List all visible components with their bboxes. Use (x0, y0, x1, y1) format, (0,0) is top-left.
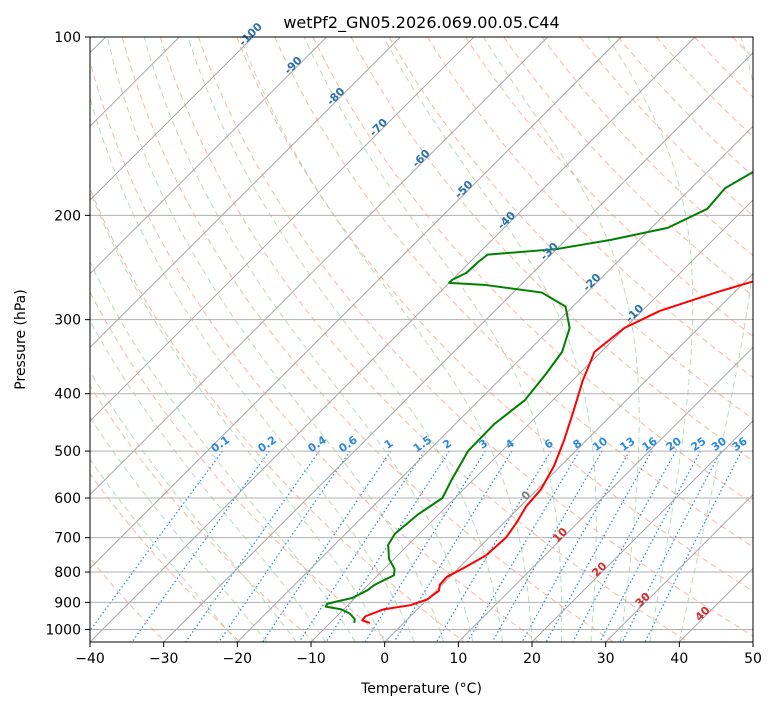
dry-adiabat-line (198, 37, 753, 637)
isotherm-line (605, 493, 753, 642)
axes-frame (89, 36, 754, 643)
moist-adiabat-line (239, 37, 533, 642)
isotherm-line (310, 199, 753, 642)
isotherm-line (384, 272, 753, 642)
x-tick-label: −30 (149, 651, 179, 667)
dry-adiabat-line (312, 37, 753, 505)
dry-adiabat-line (426, 37, 753, 378)
isotherm-line (457, 346, 753, 642)
mixing-ratio-line (185, 450, 320, 642)
dry-adiabat-line (121, 37, 614, 642)
moist-adiabat-line (482, 37, 640, 642)
moist-adiabat-line (90, 319, 327, 642)
y-tick-label: 500 (54, 444, 81, 460)
mixing-ratio-line (599, 450, 702, 642)
profile-lines (324, 170, 753, 624)
x-tick-label: 30 (597, 651, 615, 667)
x-axis-label: Temperature (°C) (360, 681, 482, 697)
isotherm-line (163, 51, 753, 642)
dry-adiabat-line (90, 186, 465, 642)
moist-adiabat-line (90, 370, 297, 642)
x-tick-label: 10 (449, 651, 467, 667)
x-tick-label: 0 (380, 651, 389, 667)
moist-adiabat-line (303, 37, 563, 642)
x-tick-label: 50 (744, 651, 762, 667)
background-lines (90, 37, 775, 642)
x-tick-label: −20 (223, 651, 253, 667)
y-tick-label: 300 (54, 313, 81, 329)
y-tick-label: 600 (54, 491, 81, 507)
dry-adiabat-line (90, 291, 390, 642)
dry-adiabat-line (236, 37, 753, 592)
y-tick-label: 1000 (45, 622, 81, 638)
isotherm-line (90, 37, 696, 642)
moist-adiabat-line (90, 458, 238, 642)
axis-ticks: −40 −30 −20 −10 0 10 20 30 40 50 100 200 300 400 500 60… (45, 30, 762, 667)
isotherm-line (90, 37, 401, 349)
dry-adiabat-line (350, 37, 753, 462)
isotherm-line (90, 37, 254, 201)
dry-adiabat-line (159, 37, 689, 642)
x-tick-label: −40 (75, 651, 105, 667)
isotherm-line (752, 641, 753, 642)
mixing-ratio-line (90, 450, 223, 632)
y-tick-label: 900 (54, 595, 81, 611)
moist-adiabat-line (143, 37, 474, 642)
temperature-line (361, 280, 753, 624)
mixing-ratio-line (521, 450, 631, 642)
isotherm-line (90, 37, 622, 570)
x-tick-label: −10 (296, 651, 326, 667)
y-tick-label: 200 (54, 208, 81, 224)
dry-adiabat-line (579, 37, 753, 217)
plot-area (90, 37, 753, 642)
dry-adiabat-line (388, 37, 753, 420)
chart-title: wetPf2_GN05.2026.069.00.05.C44 (283, 13, 559, 33)
x-tick-label: 40 (670, 651, 688, 667)
mixing-ratio-line (621, 450, 722, 642)
mixing-ratio-line (298, 450, 425, 642)
moist-adiabat-line (187, 37, 504, 642)
moist-adiabat-line (383, 37, 597, 642)
moist-adiabat-line (678, 37, 753, 642)
y-tick-label: 100 (54, 30, 81, 46)
x-tick-label: 20 (523, 651, 541, 667)
moist-adiabat-line (90, 189, 386, 642)
isotherm-line (90, 37, 328, 275)
moist-adiabat-line (90, 260, 356, 642)
isotherm-line (531, 420, 753, 642)
dry-adiabat-line (541, 37, 753, 257)
mixing-ratio-line (572, 450, 677, 642)
moist-adiabat-line (607, 37, 694, 642)
isotherm-line (90, 37, 549, 496)
y-tick-label: 700 (54, 531, 81, 547)
y-tick-label: 400 (54, 387, 81, 403)
mixing-ratio-line (218, 450, 351, 642)
dewpoint-line (324, 170, 753, 624)
mixing-ratio-line (491, 450, 603, 642)
moist-adiabat-line (106, 37, 445, 642)
isotherm-line (236, 125, 753, 642)
moist-adiabat-line (90, 416, 268, 642)
mixing-ratio-line (545, 450, 653, 642)
mixing-ratio-line (644, 450, 743, 642)
mixing-ratio-line (262, 450, 392, 642)
y-axis-label: Pressure (hPa) (13, 289, 29, 389)
dry-adiabat-line (771, 37, 775, 642)
y-tick-label: 800 (54, 565, 81, 581)
isotherm-line (90, 37, 475, 422)
dry-adiabat-line (274, 37, 753, 548)
dry-adiabat-line (90, 59, 540, 642)
